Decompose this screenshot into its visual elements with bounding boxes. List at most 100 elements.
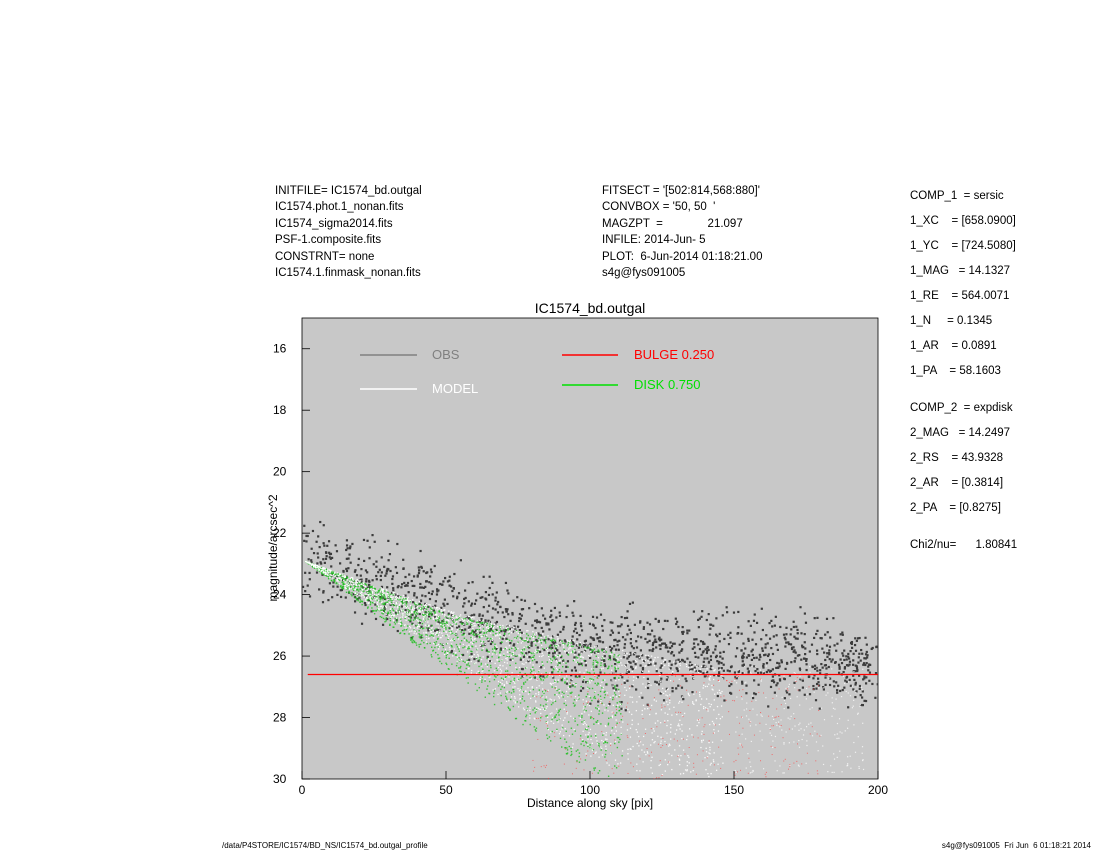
model-point <box>383 592 385 594</box>
model-point <box>651 756 653 758</box>
model-point <box>364 583 366 585</box>
obs-point <box>611 631 615 634</box>
model-point <box>508 630 511 632</box>
model-point <box>513 677 516 679</box>
model-point <box>799 675 801 677</box>
model-point <box>676 713 678 716</box>
model-point <box>359 588 361 590</box>
model-point <box>621 785 622 786</box>
model-point <box>500 677 503 679</box>
model-point <box>644 665 646 667</box>
model-point <box>644 728 647 730</box>
obs-point <box>518 617 521 620</box>
obs-point <box>371 534 374 537</box>
obs-point <box>649 658 652 661</box>
model-point <box>406 628 408 630</box>
model-point <box>650 684 652 686</box>
obs-point <box>322 591 325 594</box>
model-point <box>490 660 493 662</box>
model-point <box>385 606 387 608</box>
model-point <box>522 723 524 726</box>
model-point <box>584 728 587 730</box>
model-point <box>446 652 448 654</box>
obs-point <box>614 638 617 641</box>
bulge-point <box>778 688 780 690</box>
model-point <box>466 651 469 653</box>
model-point <box>490 638 493 640</box>
obs-point <box>644 637 647 640</box>
model-point <box>717 730 720 732</box>
obs-point <box>657 619 660 623</box>
model-point <box>736 696 738 698</box>
model-point <box>570 750 573 753</box>
bulge-point <box>815 760 817 762</box>
model-point <box>426 606 429 608</box>
model-point <box>513 691 515 693</box>
obs-point <box>325 555 328 558</box>
obs-point <box>310 561 313 564</box>
obs-point <box>554 647 558 650</box>
model-point <box>497 666 500 669</box>
model-point <box>568 745 570 748</box>
model-point <box>615 712 618 714</box>
obs-point <box>753 631 756 634</box>
model-point <box>563 646 565 648</box>
obs-point <box>434 604 437 607</box>
model-point <box>642 735 645 738</box>
obs-point <box>629 661 632 664</box>
model-point <box>513 695 516 698</box>
model-point <box>490 623 492 625</box>
model-point <box>552 702 554 704</box>
obs-point <box>415 596 418 599</box>
model-point <box>436 607 438 609</box>
model-point <box>377 609 379 611</box>
model-point <box>376 592 379 594</box>
bulge-point <box>807 772 809 774</box>
model-point <box>856 713 859 715</box>
model-point <box>691 701 694 703</box>
model-point <box>718 689 721 691</box>
obs-point <box>772 681 776 684</box>
model-point <box>594 767 597 769</box>
model-point <box>382 588 384 590</box>
obs-point <box>730 683 733 686</box>
model-point <box>493 678 496 681</box>
model-point <box>496 659 498 661</box>
obs-point <box>579 689 583 692</box>
model-point <box>330 577 332 579</box>
model-point <box>545 722 548 724</box>
model-point <box>587 680 589 683</box>
obs-point <box>628 628 631 631</box>
model-point <box>769 727 771 730</box>
obs-point <box>345 557 348 560</box>
model-point <box>500 672 502 674</box>
obs-point <box>867 669 870 672</box>
model-point <box>343 579 345 581</box>
obs-point <box>428 581 431 584</box>
model-point <box>350 581 352 583</box>
obs-point <box>582 687 585 690</box>
obs-point <box>429 568 433 571</box>
model-point <box>694 663 696 666</box>
model-point <box>566 650 568 652</box>
model-point <box>557 711 559 714</box>
model-point <box>463 619 466 621</box>
model-point <box>518 666 521 669</box>
model-point <box>468 665 471 667</box>
obs-point <box>629 653 632 657</box>
obs-point <box>611 621 614 624</box>
model-point <box>611 711 613 713</box>
model-point <box>707 708 709 710</box>
obs-point <box>698 669 701 673</box>
model-point <box>657 735 659 737</box>
model-point <box>389 624 391 626</box>
model-point <box>557 639 559 641</box>
model-point <box>393 621 396 623</box>
model-point <box>348 582 350 584</box>
bulge-point <box>708 740 710 742</box>
model-point <box>772 740 774 742</box>
model-point <box>346 579 348 581</box>
model-point <box>561 728 563 730</box>
obs-point <box>840 661 844 665</box>
model-point <box>462 622 465 625</box>
